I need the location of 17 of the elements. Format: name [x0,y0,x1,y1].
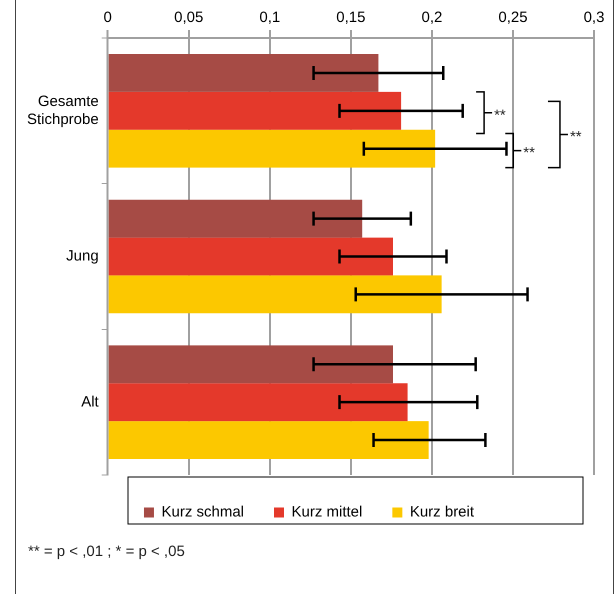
annotation: ** [494,106,506,124]
legend-label: Kurz breit [410,504,475,521]
x-tick-label: 0,2 [421,9,442,26]
legend-label: Kurz schmal [161,504,244,521]
x-tick-label: 0,3 [584,9,604,26]
annotation: ** [570,128,582,146]
legend-label: Kurz mittel [291,504,362,521]
x-tick-label: 0 [104,9,112,26]
x-tick-label: 0,15 [336,9,366,26]
x-tick-label: 0,1 [259,9,280,26]
x-tick-label: 0,05 [174,9,204,26]
y-tick-label: Gesamte Stichprobe [26,92,99,128]
y-tick-label: Alt [81,393,100,410]
annotation: ** [523,144,536,162]
y-tick-label: Jung [66,248,99,265]
text: ** = p < ,01 ; * = p < ,05 [28,543,185,560]
x-tick-label: 0,25 [498,9,528,26]
